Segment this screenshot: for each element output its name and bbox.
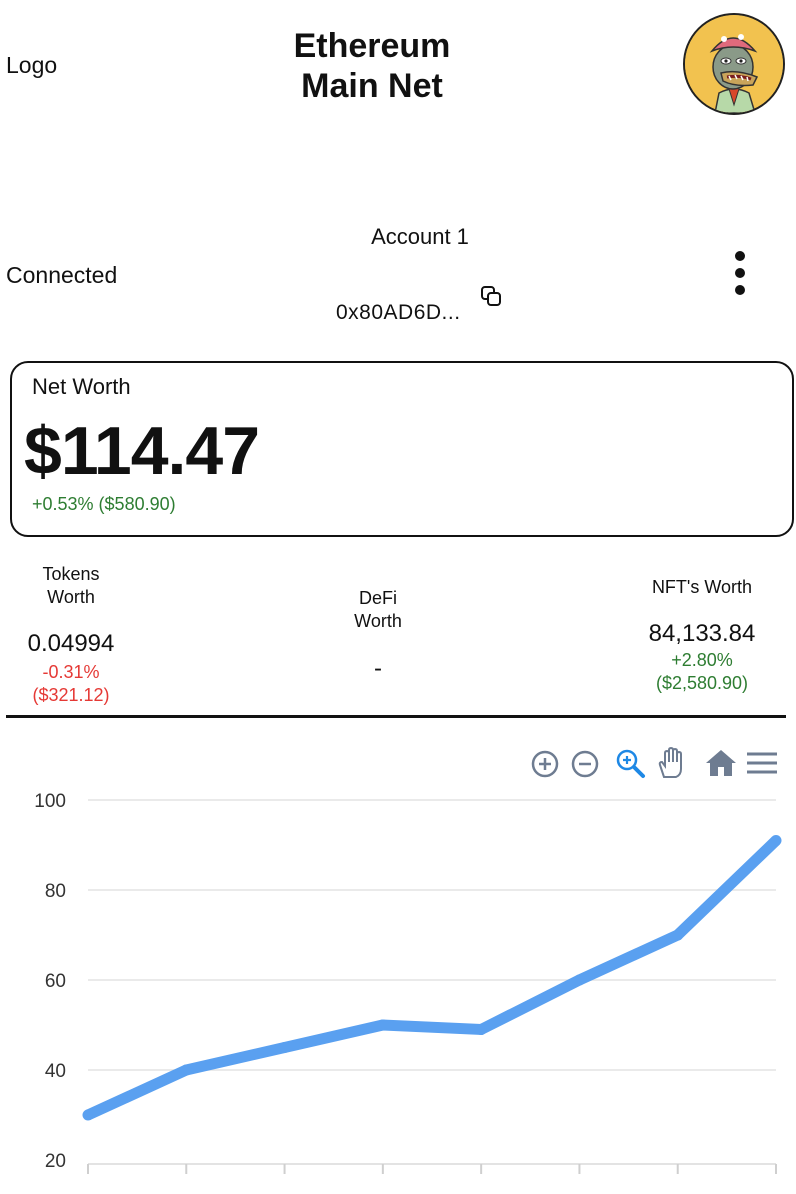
connection-status: Connected	[6, 262, 118, 288]
y-tick-label: 20	[45, 1151, 66, 1172]
section-divider	[6, 715, 786, 718]
defi-worth-title-line2: Worth	[354, 611, 402, 631]
nft-change-pct: +2.80%	[671, 650, 733, 670]
series-line[interactable]	[85, 836, 780, 1121]
zoom-out-icon[interactable]	[570, 747, 600, 779]
tokens-change-pct: -0.31%	[42, 662, 100, 682]
network-name-line1: Ethereum	[293, 27, 451, 65]
data-point[interactable]	[573, 974, 585, 986]
copy-icon[interactable]	[480, 285, 504, 309]
network-name-line2: Main Net	[301, 67, 443, 105]
network-title[interactable]: Ethereum Main Net	[272, 26, 472, 106]
net-worth-chart[interactable]: 100 80 60 40 20	[0, 780, 796, 1194]
account-name[interactable]: Account 1	[371, 224, 469, 249]
more-vertical-icon[interactable]	[724, 248, 756, 298]
tokens-change-abs: ($321.12)	[32, 685, 110, 705]
nft-worth-title: NFT's Worth	[651, 577, 753, 597]
y-tick-label: 100	[34, 791, 66, 812]
pan-hand-icon[interactable]	[656, 746, 686, 779]
data-point[interactable]	[377, 1019, 389, 1031]
tokens-worth-stat: Tokens Worth	[0, 563, 142, 609]
data-point[interactable]	[672, 929, 684, 941]
tokens-worth-title-line2: Worth	[47, 587, 95, 607]
tokens-worth-title-line1: Tokens	[42, 564, 100, 584]
defi-worth-title-line1: DeFi	[358, 588, 397, 608]
y-tick-label: 40	[45, 1061, 66, 1082]
defi-worth-stat: DeFi Worth	[318, 587, 438, 633]
data-point[interactable]	[180, 1064, 192, 1076]
data-point[interactable]	[475, 1024, 487, 1035]
logo-text: Logo	[6, 52, 58, 78]
defi-worth-value: -	[374, 655, 382, 682]
account-address: 0x80AD6D...	[336, 301, 461, 324]
avatar[interactable]	[683, 13, 785, 115]
menu-icon[interactable]	[746, 747, 777, 779]
nft-change-abs: ($2,580.90)	[655, 673, 749, 693]
home-reset-icon[interactable]	[704, 747, 736, 779]
net-worth-value: $114.47	[24, 413, 260, 489]
net-worth-card	[10, 361, 794, 537]
y-tick-label: 60	[45, 971, 66, 992]
data-point[interactable]	[770, 835, 782, 846]
tokens-worth-value: 0.04994	[27, 630, 115, 657]
net-worth-change: +0.53% ($580.90)	[32, 494, 176, 514]
ape-avatar-icon	[685, 15, 783, 113]
net-worth-label: Net Worth	[32, 374, 131, 399]
nft-worth-value: 84,133.84	[648, 620, 756, 647]
zoom-selection-icon[interactable]	[614, 747, 645, 779]
data-point[interactable]	[82, 1109, 94, 1121]
data-point[interactable]	[279, 1042, 291, 1053]
y-tick-label: 80	[45, 881, 66, 902]
zoom-in-icon[interactable]	[530, 747, 560, 779]
